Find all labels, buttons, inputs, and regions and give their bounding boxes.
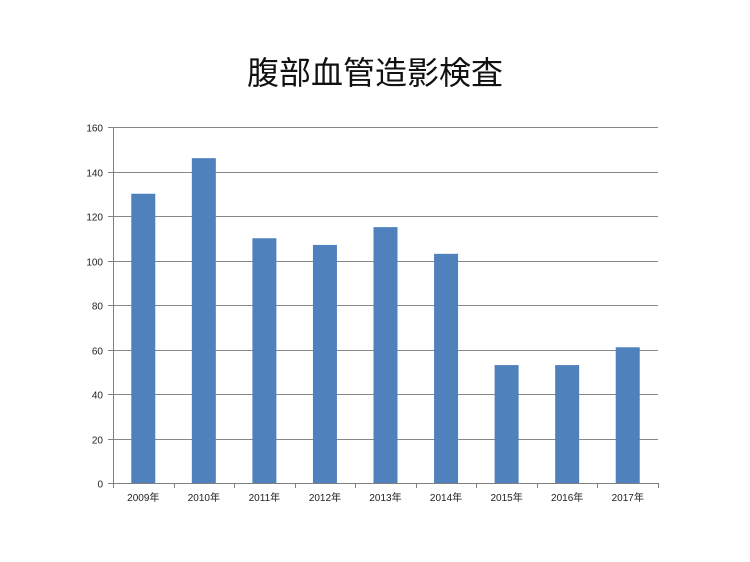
x-tick-label: 2011年 [249, 491, 281, 504]
x-tick-label: 2017年 [612, 491, 644, 504]
y-tick-label: 100 [86, 258, 103, 269]
bar-2011年 [252, 238, 277, 483]
chart-title: 腹部血管造影検査 [246, 54, 503, 92]
bar-2012年 [312, 244, 337, 483]
bar-2014年 [434, 253, 459, 483]
bar-2013年 [373, 227, 398, 483]
bar-2015年 [494, 365, 519, 483]
bars [131, 158, 640, 483]
y-tick-label: 40 [92, 391, 104, 402]
bar-2017年 [615, 347, 640, 483]
x-tick-labels: 2009年 2010年 2011年 2012年 2013年 2014年 2015年 2016年… [127, 491, 644, 504]
y-tick-label: 80 [92, 302, 104, 313]
x-tick-label: 2009年 [127, 491, 159, 504]
x-tick-label: 2012年 [309, 491, 341, 504]
x-tick-label: 2015年 [490, 491, 522, 504]
y-tick-label: 60 [92, 347, 104, 358]
bar-2010年 [191, 158, 216, 483]
bar-2016年 [555, 365, 580, 483]
x-tick-label: 2016年 [551, 491, 583, 504]
y-tick-label: 20 [92, 436, 104, 447]
y-tick-label: 160 [86, 124, 103, 135]
bar-2009年 [131, 193, 156, 483]
x-tick-label: 2013年 [369, 491, 401, 504]
axes [108, 127, 659, 488]
y-tick-labels: 0 20 40 60 80 100 120 140 160 [86, 124, 103, 491]
y-tick-label: 120 [86, 213, 103, 224]
x-tick-label: 2010年 [188, 491, 220, 504]
y-tick-label: 0 [97, 480, 103, 491]
x-tick-label: 2014年 [430, 491, 462, 504]
y-tick-label: 140 [86, 169, 103, 180]
